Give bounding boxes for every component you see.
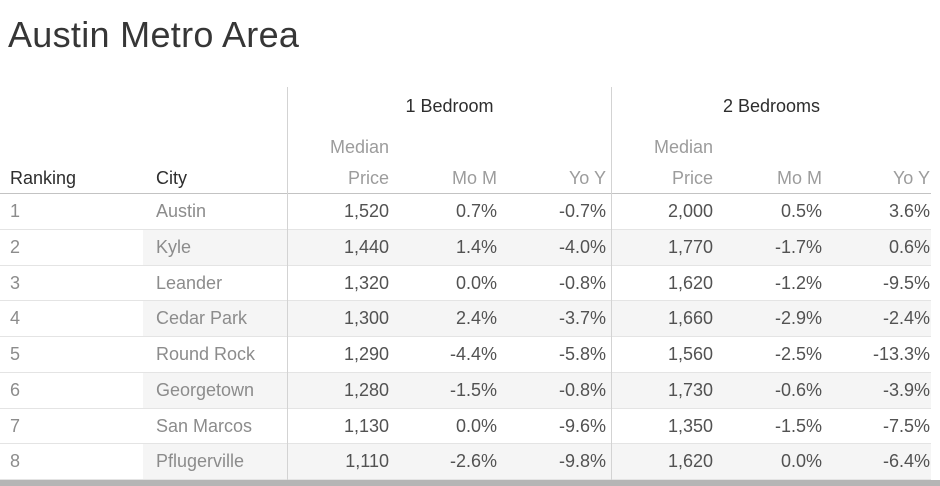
- 2br-mom-cell[interactable]: -1.2%: [715, 265, 823, 301]
- table-row[interactable]: 5 Round Rock 1,290 -4.4% -5.8% 1,560 -2.…: [0, 337, 931, 373]
- table-row[interactable]: 2 Kyle 1,440 1.4% -4.0% 1,770 -1.7% 0.6%: [0, 229, 931, 266]
- 1br-yoy-cell[interactable]: -0.8%: [504, 265, 611, 301]
- column-header-ranking[interactable]: Ranking: [10, 168, 77, 188]
- city-cell[interactable]: Pflugerville: [143, 444, 287, 479]
- column-header-1br-mom[interactable]: Mo M: [452, 168, 497, 188]
- 2br-median-price-cell[interactable]: 1,350: [611, 408, 715, 444]
- table-row[interactable]: 4 Cedar Park 1,300 2.4% -3.7% 1,660 -2.9…: [0, 301, 931, 337]
- column-header-1br-yoy[interactable]: Yo Y: [568, 168, 606, 188]
- table-row[interactable]: 3 Leander 1,320 0.0% -0.8% 1,620 -1.2% -…: [0, 265, 931, 302]
- city-cell[interactable]: Round Rock: [143, 337, 287, 372]
- 2br-yoy-cell[interactable]: 0.6%: [823, 229, 931, 265]
- 2br-yoy-cell[interactable]: 3.6%: [823, 194, 931, 229]
- 1br-yoy-cell[interactable]: -0.8%: [504, 372, 611, 408]
- ranking-cell[interactable]: 2: [0, 229, 143, 265]
- 1br-median-price-cell[interactable]: 1,290: [287, 337, 396, 372]
- group-header-2-bedrooms[interactable]: 2 Bedrooms: [722, 96, 821, 116]
- group-divider-2: [611, 87, 612, 480]
- rental-table-body: 1 Austin 1,520 0.7% -0.7% 2,000 0.5% 3.6…: [0, 194, 931, 480]
- column-header-1br-median-line2[interactable]: Price: [347, 168, 389, 188]
- horizontal-scrollbar[interactable]: [0, 480, 940, 486]
- 2br-yoy-cell[interactable]: -7.5%: [823, 408, 931, 444]
- ranking-cell[interactable]: 5: [0, 337, 143, 372]
- 1br-mom-cell[interactable]: 2.4%: [396, 301, 504, 336]
- column-header-city[interactable]: City: [156, 168, 187, 188]
- city-cell[interactable]: Austin: [143, 194, 287, 229]
- 1br-median-price-cell[interactable]: 1,110: [287, 444, 396, 479]
- 1br-mom-cell[interactable]: 1.4%: [396, 229, 504, 265]
- page-title: Austin Metro Area: [8, 14, 300, 55]
- 2br-median-price-cell[interactable]: 1,770: [611, 229, 715, 265]
- city-cell[interactable]: Kyle: [143, 229, 287, 265]
- 1br-median-price-cell[interactable]: 1,520: [287, 194, 396, 229]
- city-cell[interactable]: Cedar Park: [143, 301, 287, 336]
- 1br-median-price-cell[interactable]: 1,300: [287, 301, 396, 336]
- 1br-yoy-cell[interactable]: -4.0%: [504, 229, 611, 265]
- ranking-cell[interactable]: 4: [0, 301, 143, 336]
- column-header-1br-median-line1[interactable]: Median: [329, 137, 389, 157]
- 2br-yoy-cell[interactable]: -9.5%: [823, 265, 931, 301]
- 2br-mom-cell[interactable]: 0.0%: [715, 444, 823, 479]
- city-cell[interactable]: Leander: [143, 265, 287, 301]
- city-cell[interactable]: San Marcos: [143, 408, 287, 444]
- ranking-cell[interactable]: 7: [0, 408, 143, 444]
- table-row[interactable]: 6 Georgetown 1,280 -1.5% -0.8% 1,730 -0.…: [0, 372, 931, 409]
- table-row[interactable]: 7 San Marcos 1,130 0.0% -9.6% 1,350 -1.5…: [0, 408, 931, 445]
- group-header-1-bedroom[interactable]: 1 Bedroom: [405, 96, 494, 116]
- 2br-yoy-cell[interactable]: -2.4%: [823, 301, 931, 336]
- 2br-yoy-cell[interactable]: -6.4%: [823, 444, 931, 479]
- table-row[interactable]: 8 Pflugerville 1,110 -2.6% -9.8% 1,620 0…: [0, 444, 931, 480]
- header-divider: [0, 193, 931, 194]
- 2br-median-price-cell[interactable]: 1,660: [611, 301, 715, 336]
- 1br-mom-cell[interactable]: 0.0%: [396, 408, 504, 444]
- 1br-mom-cell[interactable]: 0.7%: [396, 194, 504, 229]
- 1br-yoy-cell[interactable]: -9.6%: [504, 408, 611, 444]
- city-cell[interactable]: Georgetown: [143, 372, 287, 408]
- 1br-yoy-cell[interactable]: -0.7%: [504, 194, 611, 229]
- 2br-median-price-cell[interactable]: 1,620: [611, 444, 715, 479]
- 2br-mom-cell[interactable]: -2.9%: [715, 301, 823, 336]
- column-header-2br-yoy[interactable]: Yo Y: [892, 168, 930, 188]
- 2br-median-price-cell[interactable]: 1,730: [611, 372, 715, 408]
- 1br-yoy-cell[interactable]: -9.8%: [504, 444, 611, 479]
- 2br-mom-cell[interactable]: -1.7%: [715, 229, 823, 265]
- 2br-mom-cell[interactable]: -1.5%: [715, 408, 823, 444]
- 1br-mom-cell[interactable]: -2.6%: [396, 444, 504, 479]
- 1br-median-price-cell[interactable]: 1,130: [287, 408, 396, 444]
- 1br-mom-cell[interactable]: 0.0%: [396, 265, 504, 301]
- table-row[interactable]: 1 Austin 1,520 0.7% -0.7% 2,000 0.5% 3.6…: [0, 194, 931, 230]
- group-divider-1: [287, 87, 288, 480]
- 2br-mom-cell[interactable]: -0.6%: [715, 372, 823, 408]
- 1br-mom-cell[interactable]: -4.4%: [396, 337, 504, 372]
- 1br-median-price-cell[interactable]: 1,440: [287, 229, 396, 265]
- 1br-yoy-cell[interactable]: -3.7%: [504, 301, 611, 336]
- column-header-2br-median-line1[interactable]: Median: [653, 137, 713, 157]
- 2br-median-price-cell[interactable]: 1,560: [611, 337, 715, 372]
- 1br-median-price-cell[interactable]: 1,280: [287, 372, 396, 408]
- 1br-mom-cell[interactable]: -1.5%: [396, 372, 504, 408]
- ranking-cell[interactable]: 3: [0, 265, 143, 301]
- 1br-median-price-cell[interactable]: 1,320: [287, 265, 396, 301]
- ranking-cell[interactable]: 1: [0, 194, 143, 229]
- 2br-median-price-cell[interactable]: 1,620: [611, 265, 715, 301]
- column-header-2br-median-line2[interactable]: Price: [671, 168, 713, 188]
- 2br-yoy-cell[interactable]: -13.3%: [823, 337, 931, 372]
- 2br-mom-cell[interactable]: -2.5%: [715, 337, 823, 372]
- 1br-yoy-cell[interactable]: -5.8%: [504, 337, 611, 372]
- ranking-cell[interactable]: 8: [0, 444, 143, 479]
- column-header-2br-mom[interactable]: Mo M: [777, 168, 822, 188]
- ranking-cell[interactable]: 6: [0, 372, 143, 408]
- 2br-median-price-cell[interactable]: 2,000: [611, 194, 715, 229]
- 2br-yoy-cell[interactable]: -3.9%: [823, 372, 931, 408]
- 2br-mom-cell[interactable]: 0.5%: [715, 194, 823, 229]
